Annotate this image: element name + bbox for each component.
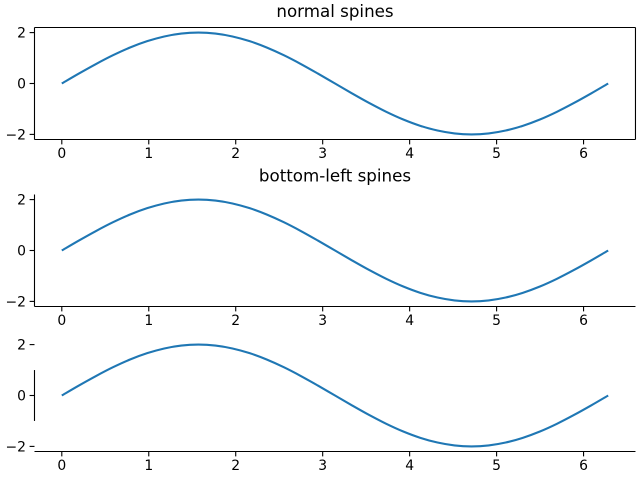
y-tick-label: −2: [6, 127, 26, 143]
x-tick-label: 0: [57, 458, 66, 474]
y-tick-label: −2: [6, 439, 26, 455]
sine-curve: [61, 198, 609, 303]
y-tick-label: 0: [17, 389, 26, 405]
sine-curve: [61, 343, 609, 448]
x-tick-label: 6: [579, 458, 588, 474]
y-tick-label: −2: [6, 294, 26, 310]
x-tick-label: 1: [144, 458, 153, 474]
x-tick-label: 5: [492, 458, 501, 474]
x-tick-label: 2: [231, 313, 240, 329]
subplot-bottom-left-spines: 0 1 2 3 4 5 6 −2 0 2: [6, 193, 636, 329]
x-tick-label: 0: [57, 146, 66, 162]
sine-curve: [61, 31, 609, 136]
subplot-bounded-left-spine: 0 1 2 3 4 5 6 −2 0 2: [6, 338, 636, 474]
x-tick-label: 3: [318, 458, 327, 474]
y-tick-label: 2: [17, 193, 26, 209]
x-tick-label: 3: [318, 313, 327, 329]
x-tick-label: 2: [231, 458, 240, 474]
x-tick-label: 6: [579, 146, 588, 162]
y-tick-label: 2: [17, 26, 26, 42]
x-tick-label: 6: [579, 313, 588, 329]
subplot1-title: normal spines: [276, 1, 393, 21]
x-tick-label: 1: [144, 146, 153, 162]
x-tick-label: 5: [492, 313, 501, 329]
subplot2-title: bottom-left spines: [259, 166, 411, 186]
x-tick-label: 1: [144, 313, 153, 329]
x-tick-label: 2: [231, 146, 240, 162]
y-tick-label: 0: [17, 77, 26, 93]
x-tick-label: 5: [492, 146, 501, 162]
x-tick-label: 4: [405, 313, 414, 329]
x-tick-label: 3: [318, 146, 327, 162]
x-tick-label: 4: [405, 146, 414, 162]
y-tick-label: 2: [17, 338, 26, 354]
y-tick-label: 0: [17, 244, 26, 260]
subplot-normal-spines: 0 1 2 3 4 5 6 −2 0 2: [6, 26, 637, 162]
x-tick-label: 4: [405, 458, 414, 474]
x-tick-label: 0: [57, 313, 66, 329]
